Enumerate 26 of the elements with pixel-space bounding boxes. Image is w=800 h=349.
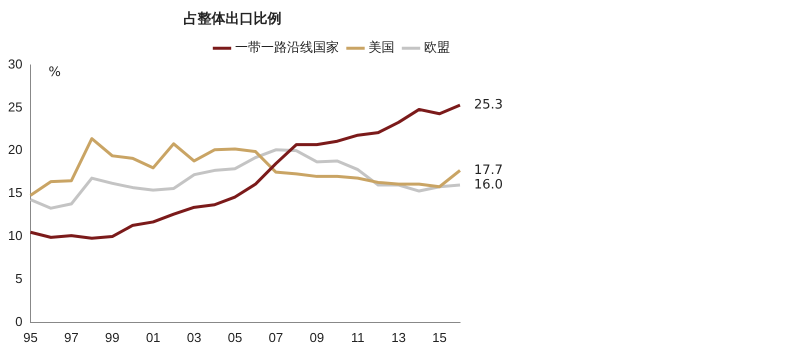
x-tick-label: 01 xyxy=(146,330,160,345)
chart-title: 占整体出口比例 xyxy=(184,11,282,28)
y-tick-label: 5 xyxy=(15,271,22,286)
data-label: 25.3 xyxy=(474,98,503,113)
x-tick-label: 07 xyxy=(268,330,284,345)
data-label: 16.0 xyxy=(474,177,503,192)
data-label: 17.7 xyxy=(474,162,503,178)
y-tick-label: 20 xyxy=(8,142,22,158)
x-tick-label: 99 xyxy=(105,330,120,345)
y-tick-label: 30 xyxy=(8,56,22,72)
y-tick-label: 25 xyxy=(8,99,22,114)
legend-label: 一带一路沿线国家 xyxy=(235,40,339,56)
y-tick-label: 10 xyxy=(8,228,22,244)
x-tick-label: 03 xyxy=(186,330,202,345)
x-tick-label: 13 xyxy=(391,330,406,345)
x-tick-label: 95 xyxy=(23,330,38,345)
x-tick-label: 11 xyxy=(350,330,364,345)
y-tick-label: 15 xyxy=(8,185,22,200)
y-tick-label: 0 xyxy=(15,314,22,329)
x-tick-label: 15 xyxy=(432,330,447,345)
x-tick-label: 97 xyxy=(64,330,79,345)
legend-label: 美国 xyxy=(368,40,394,56)
x-tick-label: 05 xyxy=(228,330,242,345)
y-axis-title: % xyxy=(48,65,61,80)
legend-label: 欧盟 xyxy=(424,40,450,56)
x-tick-label: 09 xyxy=(310,330,324,345)
